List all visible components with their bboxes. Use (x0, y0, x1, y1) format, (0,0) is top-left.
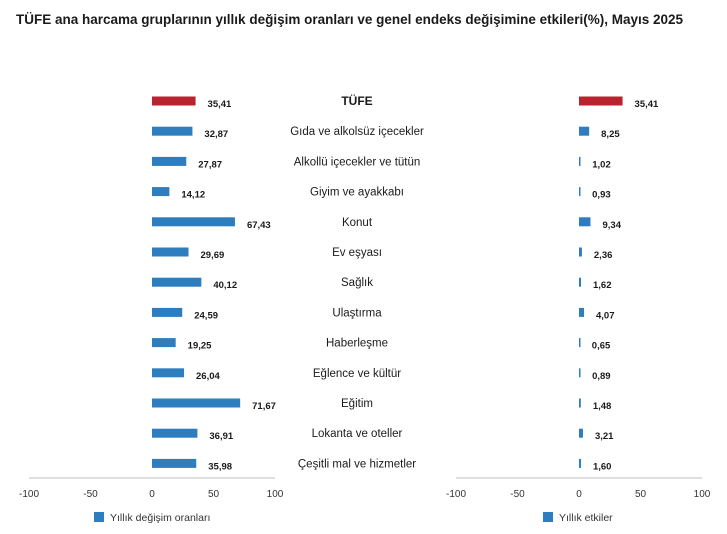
data-label-annual-effect-6: 1,62 (593, 280, 612, 291)
x-tick-label-1-2: 0 (576, 489, 582, 500)
bar-annual-effect-1 (579, 126, 590, 136)
data-label-annual-effect-11: 3,21 (595, 431, 614, 442)
x-tick-label-1-0: -100 (446, 489, 466, 500)
data-label-annual-effect-7: 4,07 (596, 310, 615, 321)
legend-swatch-0 (94, 512, 104, 522)
bar-annual-effect-4 (579, 217, 591, 227)
x-tick-label-0-0: -100 (19, 489, 39, 500)
category-label-7: Ulaştırma (332, 307, 382, 319)
bar-annual-effect-8 (579, 338, 581, 348)
bar-annual-change-3 (152, 187, 170, 197)
bar-annual-change-6 (152, 277, 202, 287)
bar-annual-change-7 (152, 307, 183, 317)
data-label-annual-effect-10: 1,48 (593, 401, 612, 412)
bar-annual-change-1 (152, 126, 193, 136)
data-label-annual-change-4: 67,43 (247, 220, 271, 231)
bar-annual-change-8 (152, 338, 176, 348)
data-label-annual-effect-12: 1,60 (593, 461, 612, 472)
data-label-annual-change-7: 24,59 (194, 310, 218, 321)
bar-annual-change-9 (152, 368, 185, 378)
bar-annual-change-10 (152, 398, 241, 408)
x-tick-label-1-1: -50 (510, 489, 525, 500)
bar-annual-effect-5 (579, 247, 582, 257)
data-label-annual-change-8: 19,25 (188, 341, 212, 352)
data-label-annual-change-1: 32,87 (204, 129, 228, 140)
data-label-annual-effect-1: 8,25 (601, 129, 620, 140)
category-label-0: TÜFE (341, 93, 372, 108)
data-label-annual-change-0: 35,41 (208, 99, 232, 110)
x-tick-label-0-3: 50 (208, 489, 220, 500)
data-label-annual-effect-0: 35,41 (635, 99, 659, 110)
bar-annual-effect-10 (579, 398, 581, 408)
category-label-2: Alkollü içecekler ve tütün (294, 156, 421, 168)
data-label-annual-change-12: 35,98 (208, 461, 232, 472)
category-label-8: Haberleşme (326, 338, 388, 350)
bar-annual-change-4 (152, 217, 235, 227)
bar-annual-effect-0 (579, 96, 623, 106)
category-label-10: Eğitim (341, 398, 373, 410)
data-label-annual-effect-3: 0,93 (592, 190, 611, 201)
category-label-6: Sağlık (341, 277, 373, 289)
legend-label-0: Yıllık değişim oranları (110, 512, 210, 524)
bar-annual-effect-3 (579, 187, 581, 197)
category-label-9: Eğlence ve kültür (313, 368, 401, 380)
legend-label-1: Yıllık etkiler (559, 512, 613, 524)
data-label-annual-change-5: 29,69 (201, 250, 225, 261)
bar-annual-effect-12 (579, 458, 581, 468)
x-tick-label-1-4: 100 (694, 489, 711, 500)
bar-annual-effect-7 (579, 307, 585, 317)
category-label-1: Gıda ve alkolsüz içecekler (290, 126, 424, 138)
x-tick-label-0-4: 100 (267, 489, 284, 500)
x-tick-label-1-3: 50 (635, 489, 647, 500)
bar-annual-effect-2 (579, 156, 581, 166)
data-label-annual-effect-2: 1,02 (592, 159, 611, 170)
chart-title: TÜFE ana harcama gruplarının yıllık deği… (16, 12, 683, 27)
data-label-annual-effect-9: 0,89 (592, 371, 611, 382)
data-label-annual-effect-5: 2,36 (594, 250, 613, 261)
bar-annual-change-0 (152, 96, 196, 106)
bar-annual-change-12 (152, 458, 197, 468)
data-label-annual-change-11: 36,91 (209, 431, 233, 442)
category-label-12: Çeşitli mal ve hizmetler (298, 458, 416, 470)
data-label-annual-effect-4: 9,34 (602, 220, 621, 231)
category-label-5: Ev eşyası (332, 247, 382, 259)
x-tick-label-0-2: 0 (149, 489, 155, 500)
data-label-annual-change-6: 40,12 (213, 280, 237, 291)
bar-annual-change-11 (152, 428, 198, 438)
data-label-annual-change-2: 27,87 (198, 159, 222, 170)
category-label-3: Giyim ve ayakkabı (310, 187, 404, 199)
bar-annual-change-5 (152, 247, 189, 257)
bar-annual-effect-11 (579, 428, 583, 438)
bar-annual-effect-6 (579, 277, 581, 287)
x-tick-label-0-1: -50 (83, 489, 98, 500)
bar-annual-change-2 (152, 156, 187, 166)
legend-swatch-1 (543, 512, 553, 522)
category-label-11: Lokanta ve oteller (312, 428, 403, 440)
data-label-annual-change-10: 71,67 (252, 401, 276, 412)
data-label-annual-effect-8: 0,65 (592, 341, 611, 352)
category-label-4: Konut (342, 217, 373, 229)
bar-annual-effect-9 (579, 368, 581, 378)
data-label-annual-change-9: 26,04 (196, 371, 220, 382)
data-label-annual-change-3: 14,12 (181, 190, 205, 201)
